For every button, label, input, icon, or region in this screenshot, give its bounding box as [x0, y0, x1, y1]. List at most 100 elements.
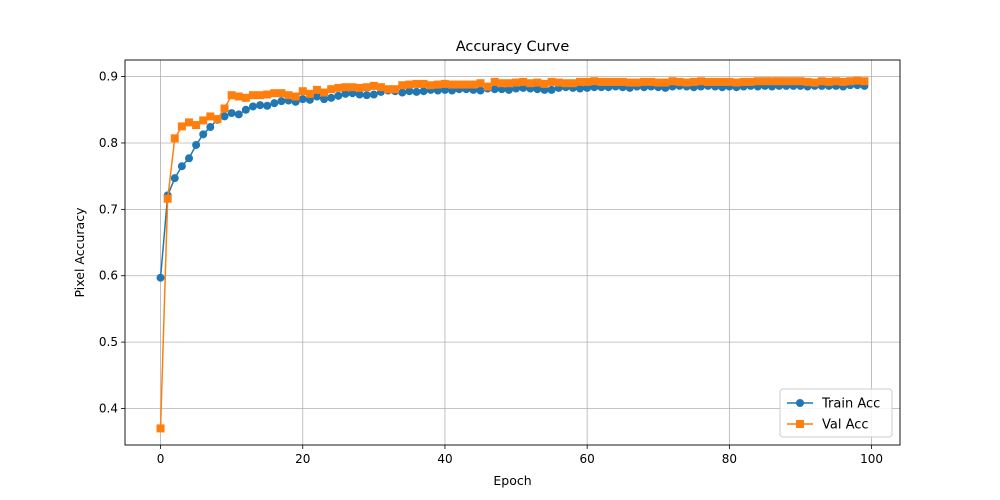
val-acc-point: [746, 77, 755, 86]
train-acc-point: [177, 162, 186, 171]
train-acc-point: [312, 92, 321, 101]
val-acc-point: [512, 78, 521, 87]
train-acc-point: [184, 154, 193, 163]
train-acc-point: [398, 88, 407, 97]
train-acc-point: [504, 85, 513, 94]
y-tick-label: 0.9: [99, 70, 118, 84]
x-tick-label: 60: [580, 452, 595, 466]
val-acc-point: [782, 77, 791, 86]
x-axis-label: Epoch: [493, 473, 531, 488]
val-acc-point: [270, 89, 279, 98]
val-acc-point: [810, 78, 819, 87]
val-acc-point: [853, 76, 862, 85]
val-acc-point: [540, 79, 549, 88]
train-acc-point: [533, 85, 542, 94]
val-acc-point: [561, 79, 570, 88]
val-acc-point: [675, 77, 684, 86]
train-acc-point: [170, 174, 179, 183]
plot-frame: [124, 59, 901, 446]
val-acc-point: [284, 91, 293, 100]
train-acc-point: [320, 95, 329, 104]
val-acc-point: [547, 77, 556, 86]
y-axis-label: Pixel Accuracy: [72, 207, 87, 298]
train-acc-point: [327, 93, 336, 102]
val-acc-point: [647, 77, 656, 86]
val-acc-point: [433, 80, 442, 89]
val-acc-point: [775, 77, 784, 86]
val-acc-point: [618, 77, 627, 86]
val-acc-point: [398, 81, 407, 90]
grid: [125, 60, 900, 445]
train-acc-point: [412, 87, 421, 96]
val-acc-point: [327, 85, 336, 94]
train-acc-point: [490, 85, 499, 94]
val-acc-point: [753, 77, 762, 86]
legend-label-val-acc: Val Acc: [822, 418, 869, 433]
val-acc-point: [860, 77, 869, 86]
x-tick-label: 80: [722, 452, 737, 466]
val-acc-point: [796, 77, 805, 86]
val-acc-point: [497, 79, 506, 88]
val-acc-point: [362, 83, 371, 92]
val-acc-point: [483, 82, 492, 91]
val-acc-point: [625, 78, 634, 87]
ticks: 0 20 40 60 80 100 0.4 0.5 0.6 0.7 0.8 0.9: [99, 70, 883, 466]
val-acc-point: [348, 83, 357, 92]
val-acc-point: [248, 91, 257, 100]
val-acc-point: [832, 77, 841, 86]
train-acc-point: [476, 86, 485, 95]
val-acc-point: [241, 93, 250, 102]
val-acc-point: [384, 85, 393, 94]
val-acc-point: [696, 77, 705, 86]
val-acc-point: [263, 90, 272, 99]
train-acc-point: [263, 101, 272, 110]
val-acc-point: [760, 77, 769, 86]
val-acc-point: [256, 91, 265, 100]
val-acc-point: [156, 424, 165, 433]
x-tick-label: 100: [860, 452, 883, 466]
legend-box: [779, 388, 893, 438]
val-acc-point: [234, 92, 243, 101]
val-acc-point: [291, 92, 300, 101]
series-val-acc: [156, 76, 869, 433]
val-acc-point: [519, 77, 528, 86]
val-acc-point: [789, 77, 798, 86]
val-acc-point: [220, 104, 229, 113]
val-acc-point: [206, 112, 215, 121]
val-acc-point: [661, 78, 670, 87]
val-acc-point: [305, 89, 314, 98]
val-acc-point: [711, 77, 720, 86]
val-acc-point: [476, 79, 485, 88]
train-acc-point: [298, 95, 307, 104]
train-acc-point: [334, 91, 343, 100]
val-acc-point: [490, 77, 499, 86]
val-acc-point: [177, 122, 186, 131]
val-acc-point: [199, 116, 208, 125]
val-acc-point: [184, 118, 193, 127]
y-tick-label: 0.5: [99, 335, 118, 349]
val-acc-point: [732, 78, 741, 87]
val-acc-point: [597, 77, 606, 86]
train-acc-point: [355, 90, 364, 99]
val-acc-point: [455, 80, 464, 89]
val-acc-point: [654, 78, 663, 87]
val-acc-point: [533, 78, 542, 87]
val-acc-point: [298, 87, 307, 96]
legend-label-train-acc: Train Acc: [821, 397, 880, 412]
val-acc-point: [369, 81, 378, 90]
train-acc-point: [192, 140, 201, 149]
train-acc-point: [156, 273, 165, 282]
legend-marker-val-acc: [796, 420, 804, 428]
val-acc-point: [846, 77, 855, 86]
val-acc-point: [405, 80, 414, 89]
chart-title: Accuracy Curve: [456, 39, 570, 55]
x-tick-label: 0: [157, 452, 165, 466]
val-acc-point: [355, 83, 364, 92]
val-acc-point: [227, 91, 236, 100]
val-acc-point: [504, 79, 513, 88]
train-acc-point: [248, 102, 257, 111]
val-acc-point: [312, 85, 321, 94]
train-acc-point: [277, 97, 286, 106]
train-acc-point: [220, 112, 229, 121]
val-acc-point: [412, 79, 421, 88]
